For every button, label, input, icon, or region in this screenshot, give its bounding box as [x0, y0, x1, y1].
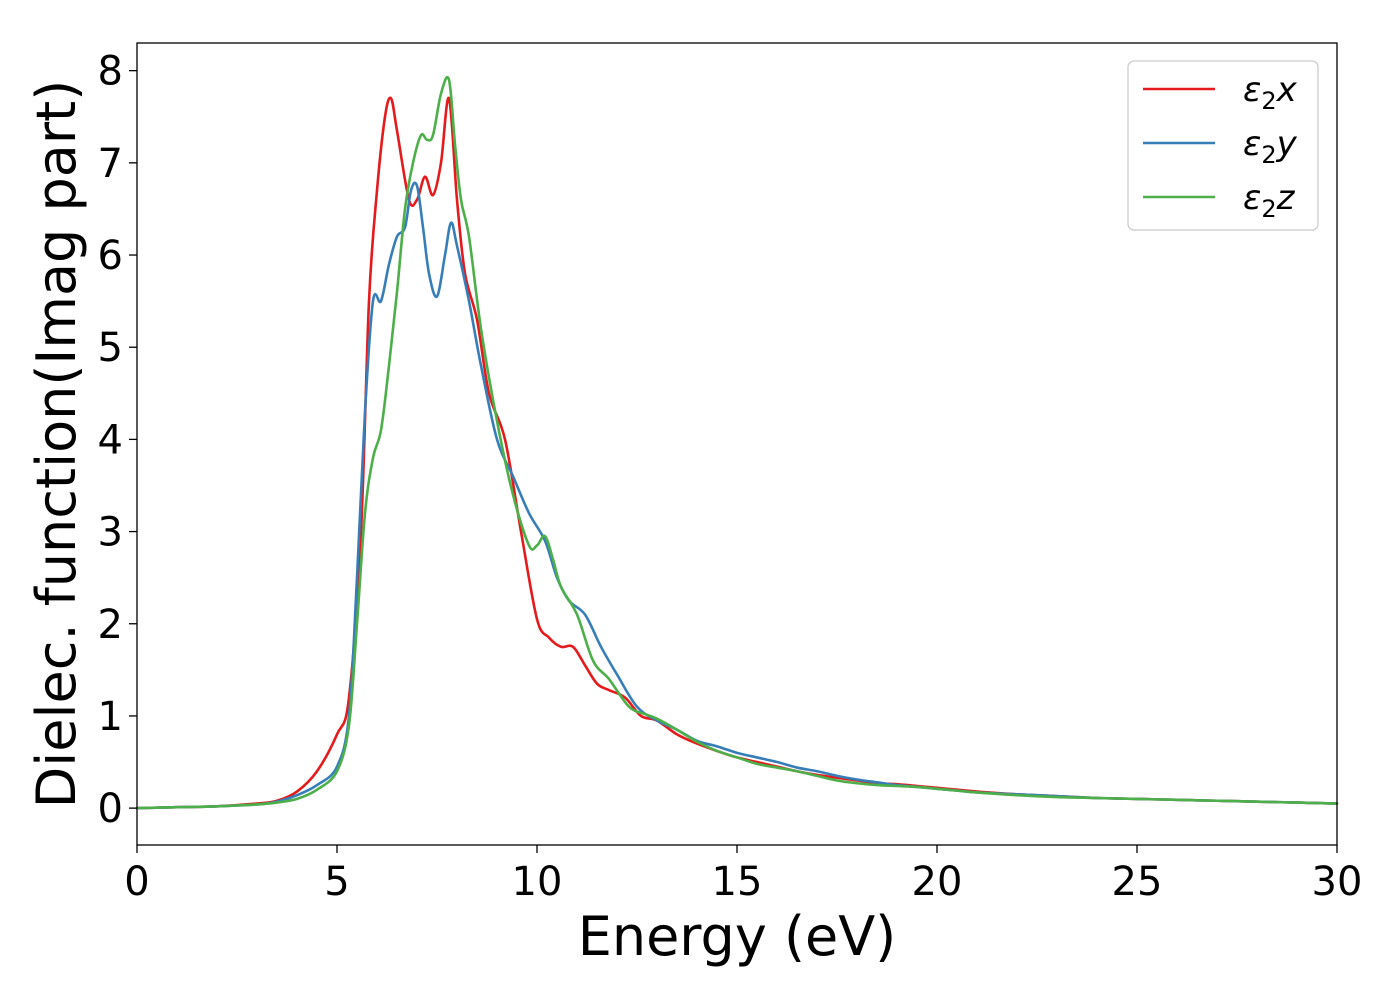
y-tick-label: 3 — [98, 510, 123, 556]
series-line-z — [135, 75, 1339, 810]
series-line-y — [135, 181, 1339, 810]
legend-label-z: ε2z — [1243, 178, 1296, 223]
y-axis-title: Dielec. function(Imag part) — [25, 80, 88, 809]
y-tick-label: 6 — [98, 233, 123, 279]
series-layer — [135, 75, 1339, 810]
x-tick-label: 0 — [124, 859, 149, 905]
x-axis-ticks: 0 5 10 15 20 25 30 — [124, 845, 1362, 905]
x-tick-label: 25 — [1112, 859, 1163, 905]
y-tick-label: 2 — [98, 602, 123, 648]
y-tick-label: 8 — [98, 49, 123, 95]
x-tick-label: 30 — [1312, 859, 1363, 905]
x-tick-label: 10 — [512, 859, 563, 905]
legend-entries: ε2x ε2y ε2z — [1143, 70, 1298, 223]
y-axis-ticks: 0 1 2 3 4 5 6 7 8 — [98, 49, 137, 832]
legend-label-x: ε2x — [1243, 70, 1298, 115]
y-tick-label: 1 — [98, 694, 123, 740]
y-tick-label: 4 — [98, 417, 123, 463]
legend-box — [1127, 60, 1319, 231]
legend: ε2x ε2y ε2z — [1127, 60, 1319, 231]
x-tick-label: 20 — [912, 859, 963, 905]
y-tick-label: 7 — [98, 141, 123, 187]
y-tick-label: 0 — [98, 786, 123, 832]
x-axis-title: Energy (eV) — [578, 905, 897, 968]
y-tick-label: 5 — [98, 325, 123, 371]
x-tick-label: 15 — [712, 859, 763, 905]
x-tick-label: 5 — [324, 859, 349, 905]
legend-label-y: ε2y — [1243, 124, 1298, 169]
